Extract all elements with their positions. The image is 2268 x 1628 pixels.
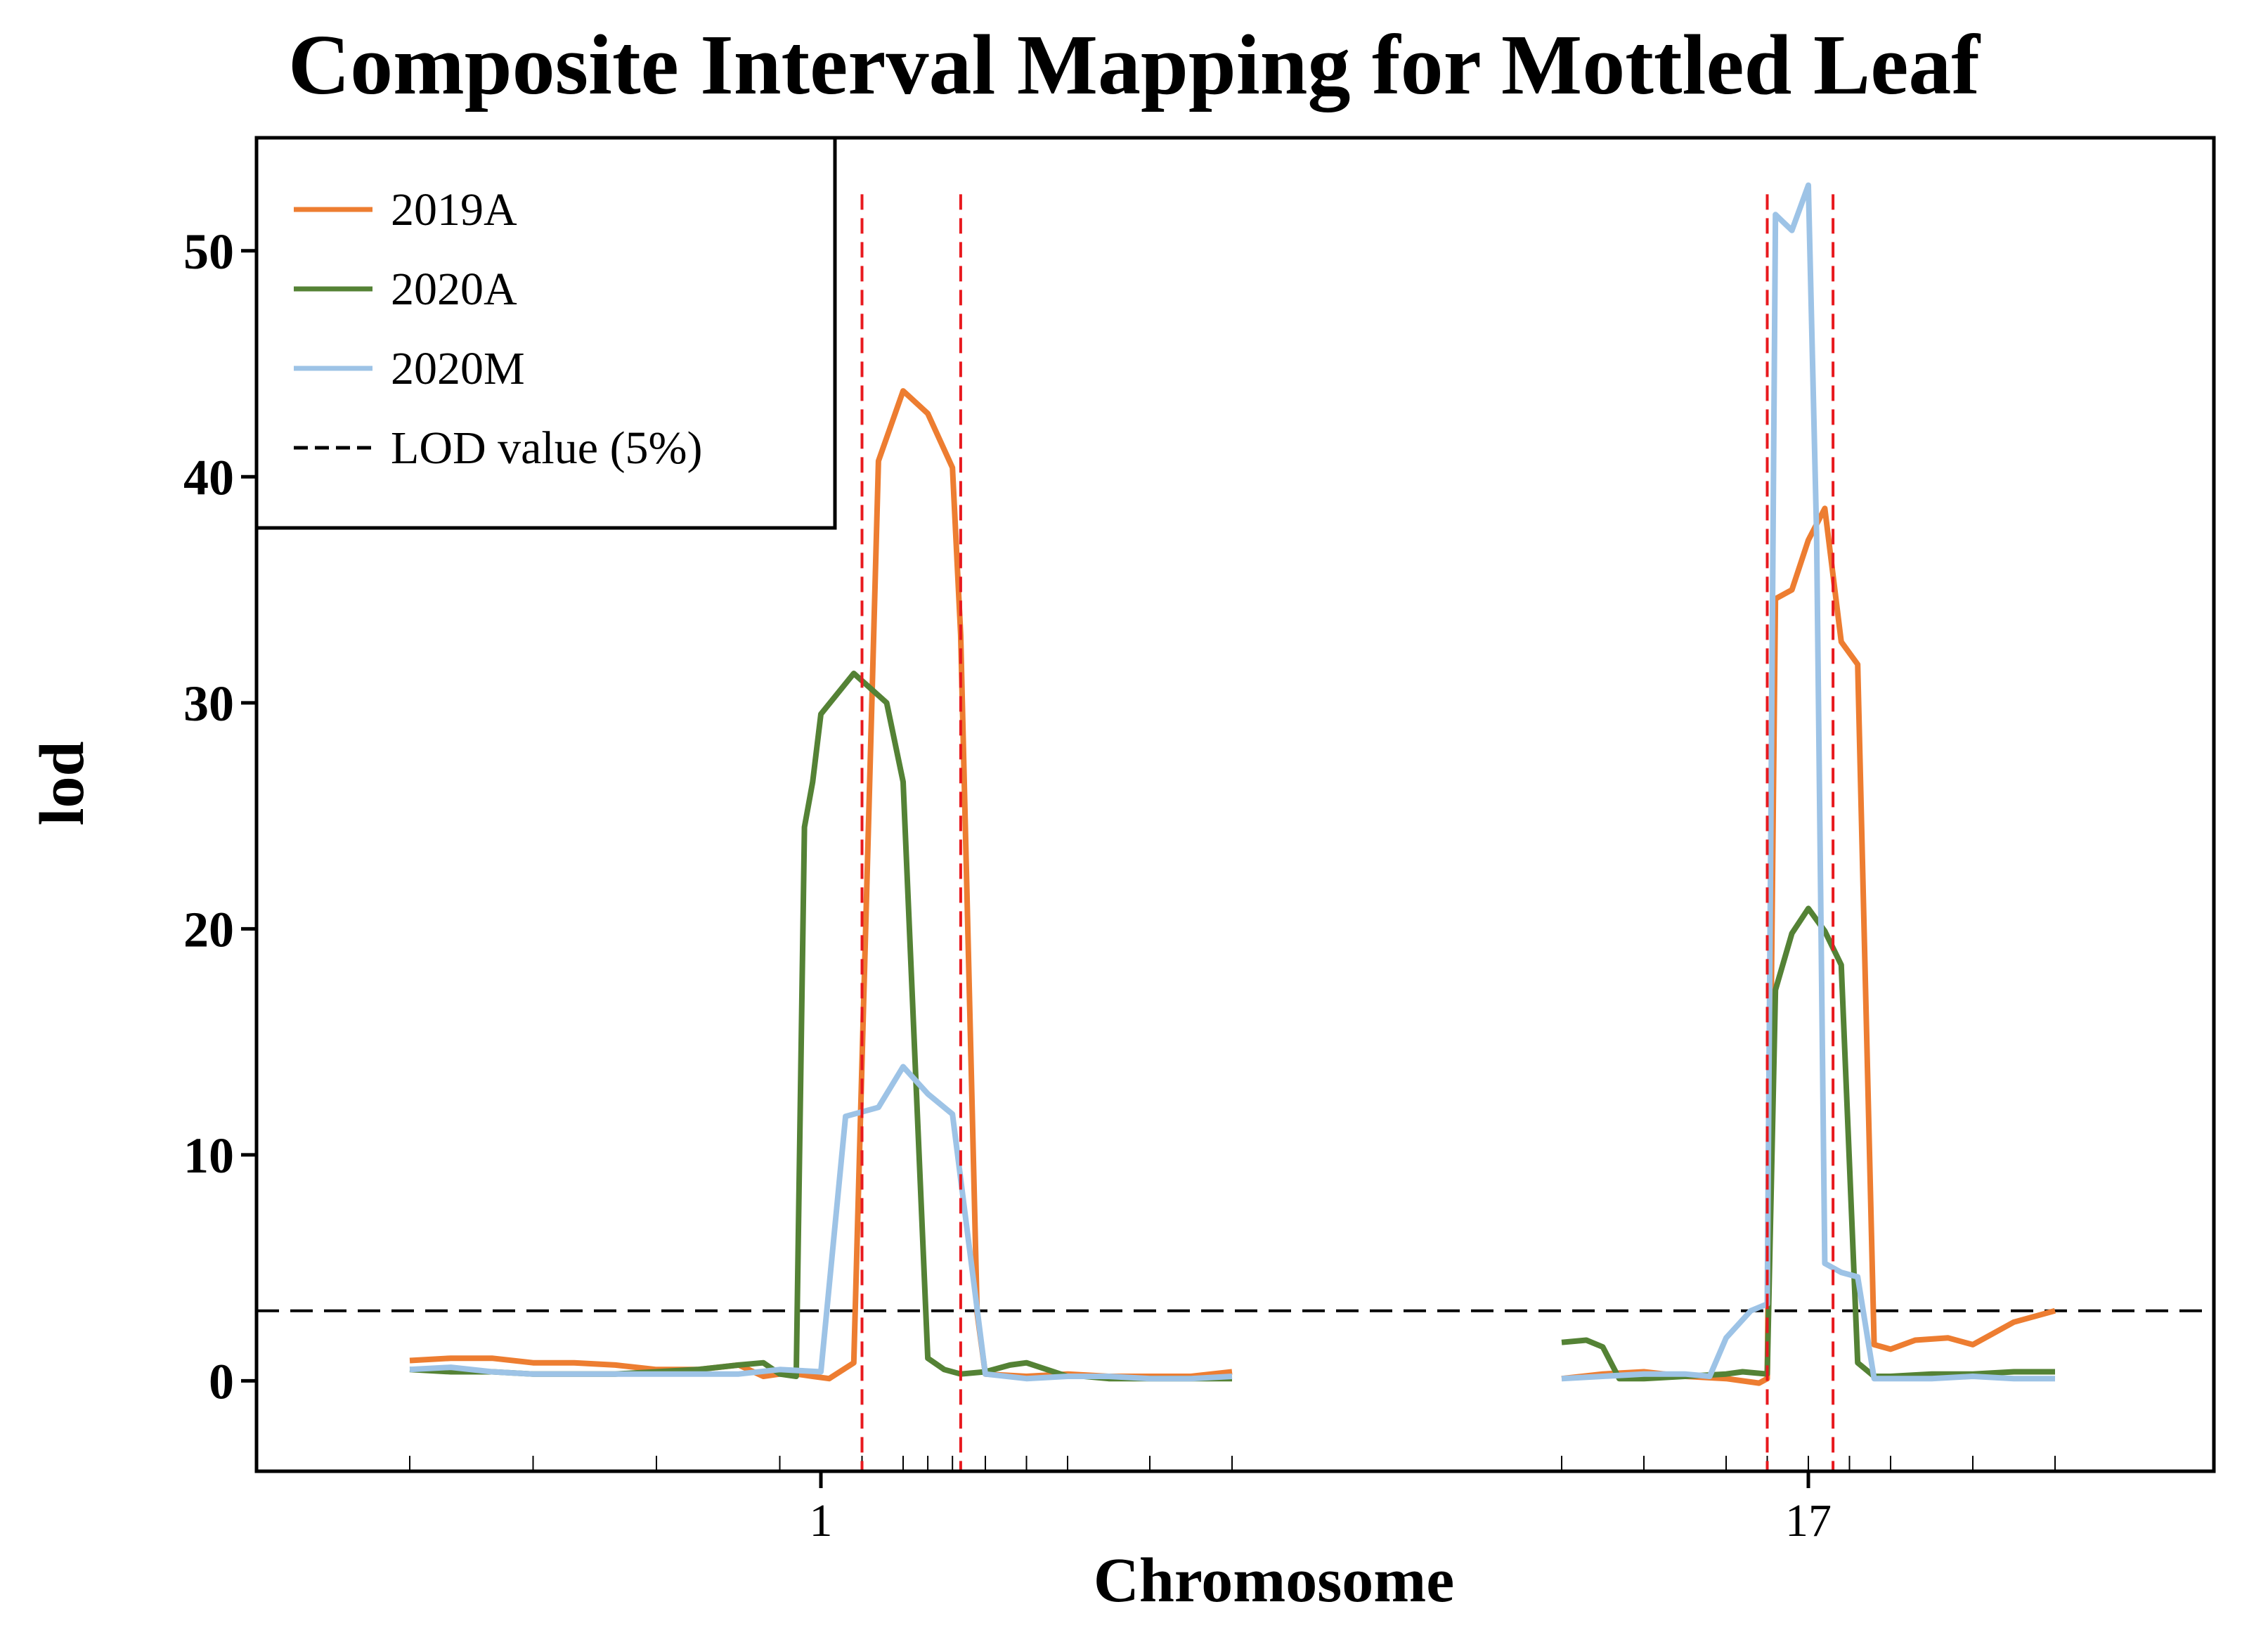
series-2020A-chr1 [409,671,1232,1382]
legend-label-threshold: LOD value (5%) [391,422,703,474]
chart-title: Composite Interval Mapping for Mottled L… [288,18,1980,112]
x-axis-ticks: 1 17 [810,1471,1832,1546]
y-tick-label-0: 0 [209,1353,234,1409]
x-tick-label-17: 17 [1785,1495,1832,1546]
series-2020A-chr17 [1561,905,2055,1382]
y-tick-label-30: 30 [183,676,234,732]
y-axis-ticks: 0 10 20 30 40 50 [183,224,257,1409]
y-tick-label-40: 40 [183,449,234,505]
y-axis-title: lod [27,741,97,825]
legend-box [254,136,837,530]
legend-label-2020A: 2020A [391,264,517,315]
series-2020M-chr1 [409,1064,1233,1382]
legend: 2019A 2020A 2020M LOD value (5%) [254,136,837,530]
series-2019A-chr1 [409,388,1233,1382]
series-layer [409,182,2056,1386]
series-2020M-chr17 [1561,182,2055,1382]
x-tick-label-1: 1 [810,1495,833,1546]
y-tick-label-10: 10 [183,1128,234,1184]
series-2019A-chr17 [1561,505,2056,1386]
legend-label-2020M: 2020M [391,343,525,394]
plot-frame [254,136,2216,1473]
marker-tick-layer [409,1456,2056,1471]
y-tick-label-20: 20 [183,901,234,957]
legend-label-2019A: 2019A [391,184,517,235]
y-tick-label-50: 50 [183,224,234,280]
x-axis-title: Chromosome [1094,1546,1454,1615]
qtl-interval-layer [860,194,1835,1471]
